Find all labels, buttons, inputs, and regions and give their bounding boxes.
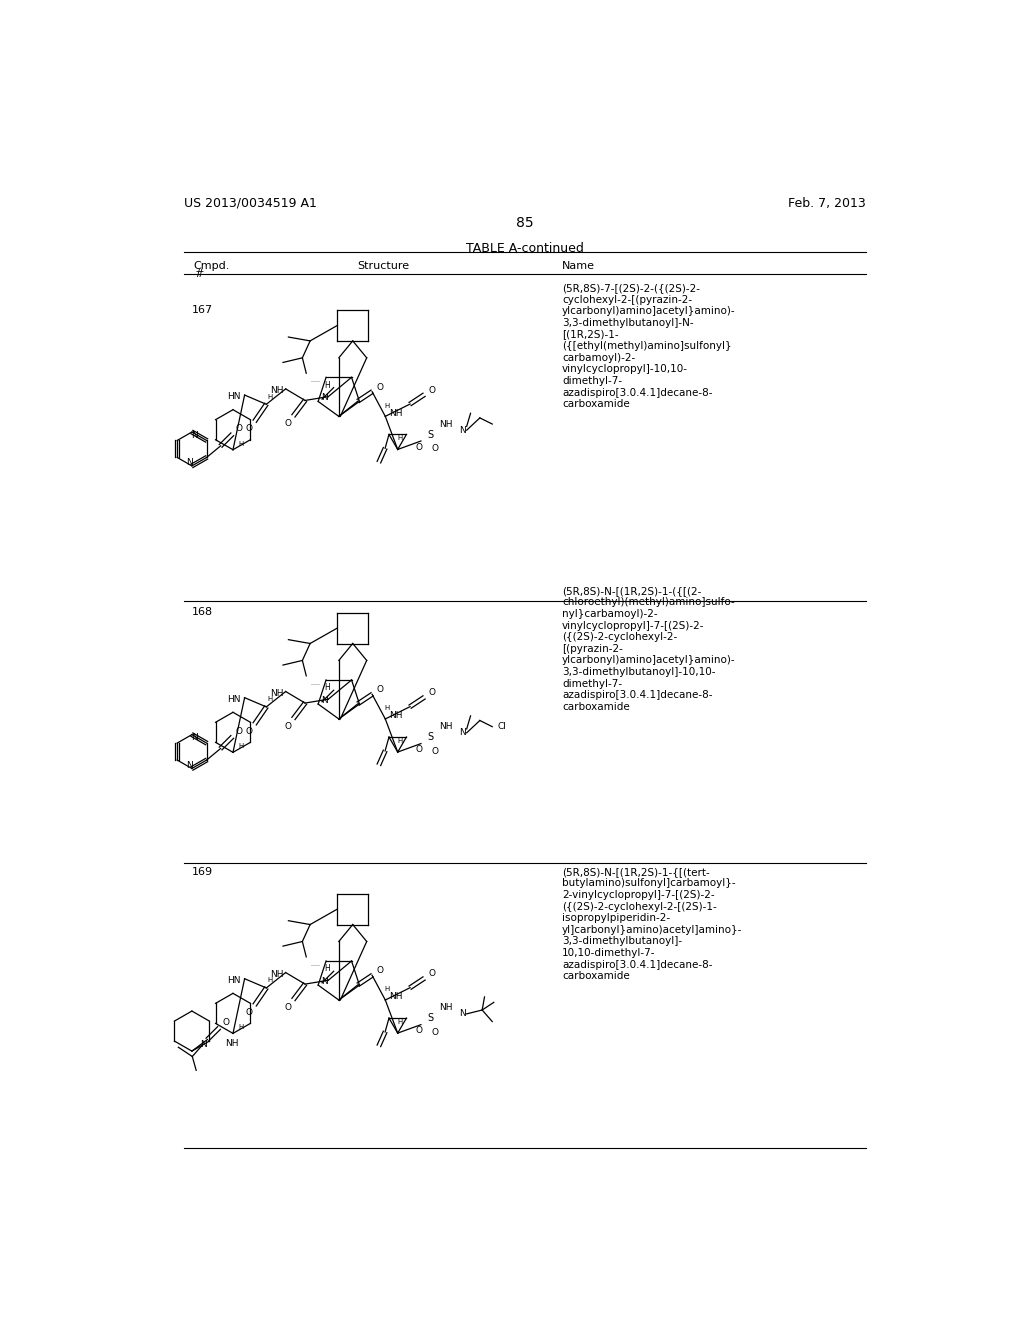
Text: N: N bbox=[186, 760, 193, 770]
Text: O: O bbox=[428, 385, 435, 395]
Text: H: H bbox=[239, 743, 244, 750]
Text: O: O bbox=[377, 383, 383, 392]
Text: Cmpd.: Cmpd. bbox=[194, 261, 230, 271]
Text: O: O bbox=[222, 1018, 229, 1027]
Text: N: N bbox=[460, 729, 466, 738]
Text: Cl: Cl bbox=[497, 722, 506, 731]
Text: N: N bbox=[200, 1040, 207, 1048]
Text: O: O bbox=[431, 747, 438, 756]
Text: (5R,8S)-N-[(1R,2S)-1-{[(tert-
butylamino)sulfonyl]carbamoyl}-
2-vinylcyclopropyl: (5R,8S)-N-[(1R,2S)-1-{[(tert- butylamino… bbox=[562, 867, 742, 981]
Text: H: H bbox=[325, 684, 331, 692]
Text: Structure: Structure bbox=[357, 261, 410, 271]
Text: H: H bbox=[384, 986, 389, 993]
Text: N: N bbox=[460, 426, 466, 434]
Text: 168: 168 bbox=[191, 607, 213, 616]
Text: H: H bbox=[397, 738, 402, 744]
Text: TABLE A-continued: TABLE A-continued bbox=[466, 242, 584, 255]
Text: O: O bbox=[236, 425, 243, 433]
Text: .....: ..... bbox=[310, 681, 319, 685]
Text: N: N bbox=[186, 458, 193, 467]
Text: NH: NH bbox=[389, 711, 402, 721]
Text: S: S bbox=[427, 733, 433, 742]
Text: H: H bbox=[267, 977, 272, 983]
Text: O: O bbox=[246, 727, 253, 737]
Text: O: O bbox=[416, 442, 423, 451]
Text: O: O bbox=[246, 425, 253, 433]
Text: (5R,8S)-7-[(2S)-2-({(2S)-2-
cyclohexyl-2-[(pyrazin-2-
ylcarbonyl)amino]acetyl}am: (5R,8S)-7-[(2S)-2-({(2S)-2- cyclohexyl-2… bbox=[562, 284, 735, 409]
Text: H: H bbox=[267, 393, 272, 400]
Text: H: H bbox=[384, 705, 389, 711]
Text: H: H bbox=[384, 403, 389, 409]
Text: HN: HN bbox=[227, 975, 241, 985]
Text: NH: NH bbox=[389, 409, 402, 417]
Text: NH: NH bbox=[439, 722, 453, 731]
Text: S: S bbox=[427, 430, 433, 440]
Text: HN: HN bbox=[227, 694, 241, 704]
Text: US 2013/0034519 A1: US 2013/0034519 A1 bbox=[183, 197, 316, 210]
Text: .....: ..... bbox=[310, 961, 319, 966]
Text: Name: Name bbox=[562, 261, 595, 271]
Text: 85: 85 bbox=[516, 216, 534, 230]
Text: H: H bbox=[325, 380, 331, 389]
Text: 167: 167 bbox=[191, 305, 213, 314]
Text: O: O bbox=[416, 746, 423, 754]
Text: NH: NH bbox=[269, 689, 283, 697]
Text: #: # bbox=[194, 268, 203, 279]
Text: O: O bbox=[236, 727, 243, 737]
Text: O: O bbox=[428, 969, 435, 978]
Text: N: N bbox=[321, 977, 328, 986]
Text: O: O bbox=[431, 445, 438, 453]
Text: S: S bbox=[427, 1014, 433, 1023]
Text: O: O bbox=[416, 1027, 423, 1035]
Text: H: H bbox=[239, 441, 244, 446]
Text: O: O bbox=[428, 688, 435, 697]
Text: N: N bbox=[190, 430, 198, 440]
Text: H: H bbox=[397, 436, 402, 441]
Text: NH: NH bbox=[439, 420, 453, 429]
Text: O: O bbox=[246, 1008, 253, 1018]
Text: NH: NH bbox=[389, 993, 402, 1002]
Text: H: H bbox=[239, 1024, 244, 1030]
Text: NH: NH bbox=[225, 1039, 239, 1048]
Text: N: N bbox=[190, 733, 198, 742]
Text: O: O bbox=[377, 685, 383, 694]
Text: NH: NH bbox=[269, 970, 283, 978]
Text: H: H bbox=[325, 964, 331, 973]
Text: N: N bbox=[460, 1010, 466, 1018]
Text: H: H bbox=[397, 1019, 402, 1024]
Text: N: N bbox=[321, 696, 328, 705]
Text: O: O bbox=[285, 418, 292, 428]
Text: 169: 169 bbox=[191, 867, 213, 876]
Text: Feb. 7, 2013: Feb. 7, 2013 bbox=[788, 197, 866, 210]
Text: .....: ..... bbox=[310, 378, 319, 383]
Text: N: N bbox=[321, 393, 328, 403]
Text: NH: NH bbox=[269, 385, 283, 395]
Text: O: O bbox=[285, 722, 292, 731]
Text: O: O bbox=[431, 1028, 438, 1036]
Text: H: H bbox=[267, 696, 272, 702]
Text: O: O bbox=[285, 1003, 292, 1011]
Text: NH: NH bbox=[439, 1003, 453, 1012]
Text: HN: HN bbox=[227, 392, 241, 401]
Text: (5R,8S)-N-[(1R,2S)-1-({[(2-
chloroethyl)(methyl)amino]sulfo-
nyl}carbamoyl)-2-
v: (5R,8S)-N-[(1R,2S)-1-({[(2- chloroethyl)… bbox=[562, 586, 735, 711]
Text: O: O bbox=[377, 966, 383, 975]
